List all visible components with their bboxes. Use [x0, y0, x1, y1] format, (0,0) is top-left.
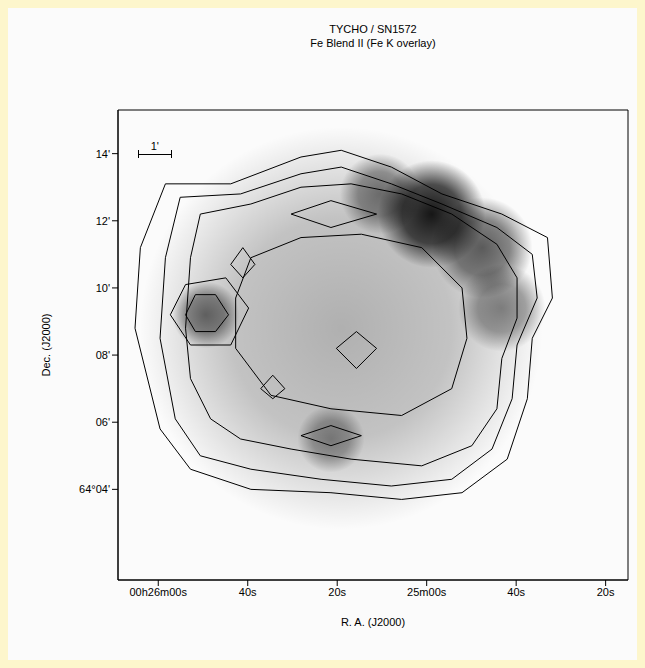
html-text:Fe Blend II (Fe K overlay): Fe Blend II (Fe K overlay) — [310, 37, 436, 49]
svg-text:Dec. (J2000): Dec. (J2000) — [40, 314, 52, 377]
svg-text:40s: 40s — [239, 586, 257, 598]
svg-text:40s: 40s — [507, 586, 525, 598]
svg-text:64°04': 64°04' — [79, 483, 110, 495]
svg-text:10': 10' — [96, 282, 110, 294]
svg-text:06': 06' — [96, 416, 110, 428]
svg-text:20s: 20s — [328, 586, 346, 598]
html-text:1': 1' — [150, 140, 159, 152]
svg-text:20s: 20s — [597, 586, 615, 598]
html-text:TYCHO / SN1572: TYCHO / SN1572 — [329, 23, 417, 35]
svg-text:08': 08' — [96, 349, 110, 361]
svg-text:R. A. (J2000): R. A. (J2000) — [341, 616, 405, 628]
svg-text:00h26m00s: 00h26m00s — [130, 586, 188, 598]
svg-text:14': 14' — [96, 148, 110, 160]
svg-text:25m00s: 25m00s — [407, 586, 447, 598]
svg-text:12': 12' — [96, 215, 110, 227]
